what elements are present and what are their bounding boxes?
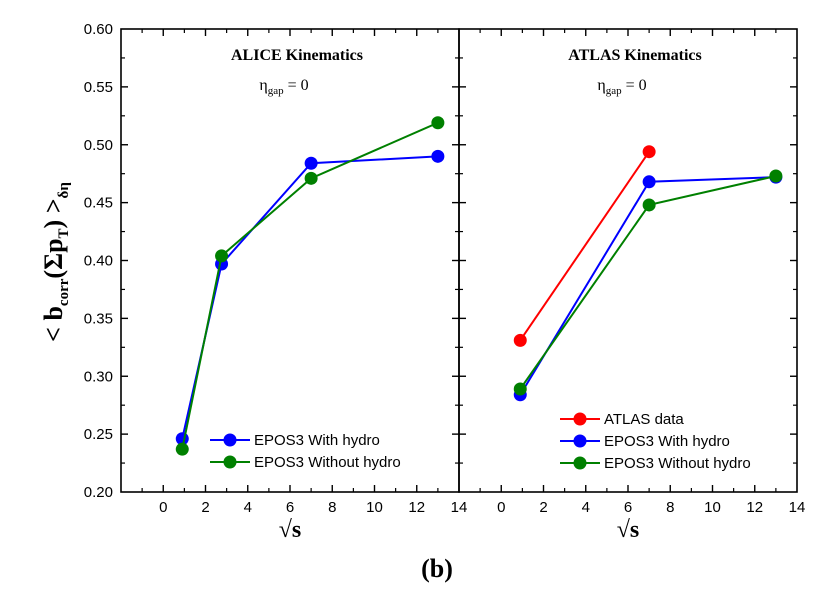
panel-title-atlas: ATLAS Kinematics — [568, 47, 701, 64]
legend-marker-atlas-data — [573, 412, 587, 426]
plot-frame — [120, 28, 460, 493]
x-tick-label: 14 — [451, 499, 468, 516]
data-point-atlas-data — [642, 145, 656, 159]
ylabel-mid2: ) > — [39, 198, 68, 228]
y-tick-label: 0.30 — [84, 368, 113, 385]
data-point-epos3-without-hydro — [769, 169, 783, 183]
data-point-atlas-data — [513, 333, 527, 347]
eta-subscript: gap — [268, 85, 284, 97]
y-tick-label: 0.50 — [84, 137, 113, 154]
data-point-epos3-without-hydro — [304, 171, 318, 185]
y-tick-label: 0.20 — [84, 484, 113, 501]
eta-value: = 0 — [622, 77, 647, 94]
data-point-epos3-with-hydro — [304, 156, 318, 170]
x-tick-label: 4 — [582, 499, 590, 516]
eta-subscript: gap — [606, 85, 622, 97]
x-tick-label: 14 — [789, 499, 806, 516]
x-tick-label: 10 — [704, 499, 721, 516]
y-tick-label: 0.35 — [84, 310, 113, 327]
legend-marker-epos3-without-hydro — [573, 456, 587, 470]
ylabel-pre: < b — [39, 306, 68, 342]
eta-symbol: η — [259, 77, 267, 94]
legend-label-epos3-with-hydro: EPOS3 With hydro — [604, 433, 730, 450]
legend-marker-epos3-with-hydro — [223, 433, 237, 447]
series-line-epos3-with-hydro — [181, 155, 438, 439]
data-point-epos3-with-hydro — [642, 175, 656, 189]
x-tick-label: 6 — [624, 499, 632, 516]
panel-subtitle-atlas: ηgap = 0 — [597, 77, 646, 97]
series-line-epos3-without-hydro — [181, 121, 439, 450]
data-point-epos3-with-hydro — [431, 149, 445, 163]
y-tick-label: 0.55 — [84, 79, 113, 96]
legend-label-atlas-data: ATLAS data — [604, 411, 684, 428]
ylabel-sub3: δη — [56, 182, 72, 198]
x-tick-label: 6 — [286, 499, 294, 516]
series-line-atlas-data — [519, 151, 650, 341]
data-point-epos3-without-hydro — [175, 442, 189, 456]
y-tick-label: 0.25 — [84, 426, 113, 443]
data-point-epos3-without-hydro — [431, 116, 445, 130]
x-tick-label: 0 — [497, 499, 505, 516]
data-point-epos3-without-hydro — [642, 198, 656, 212]
eta-value: = 0 — [284, 77, 309, 94]
x-tick-label: 12 — [746, 499, 763, 516]
legend-label-epos3-with-hydro: EPOS3 With hydro — [254, 432, 380, 449]
x-axis-title-atlas: √s — [617, 517, 640, 543]
y-tick-label: 0.45 — [84, 195, 113, 212]
y-tick-label: 0.40 — [84, 253, 113, 270]
panel-title-alice: ALICE Kinematics — [231, 47, 363, 64]
x-tick-label: 8 — [666, 499, 674, 516]
legend-label-epos3-without-hydro: EPOS3 Without hydro — [604, 455, 751, 472]
panel-atlas: 0 2 4 6 8 10 12 14 ATLAS data EPOS3 With hydro EPO… — [458, 28, 806, 543]
x-tick-label: 0 — [159, 499, 167, 516]
x-tick-label: 2 — [201, 499, 209, 516]
legend-marker-epos3-with-hydro — [573, 434, 587, 448]
plot-area-alice: 0 2 4 6 8 10 12 14 EPOS3 With hydro EPOS3 Without… — [120, 28, 468, 516]
data-point-epos3-without-hydro — [215, 249, 229, 263]
figure-label: (b) — [421, 554, 453, 583]
legend-marker-epos3-without-hydro — [223, 455, 237, 469]
y-tick-labels: 0.20 0.25 0.30 0.35 0.40 0.45 0.50 0.55 0.60 — [84, 21, 113, 501]
legend-label-epos3-without-hydro: EPOS3 Without hydro — [254, 454, 401, 471]
data-point-epos3-without-hydro — [513, 382, 527, 396]
ylabel-sub1: corr — [56, 278, 72, 306]
x-tick-label: 2 — [539, 499, 547, 516]
eta-symbol: η — [597, 77, 605, 94]
ylabel-sub2: T — [56, 228, 72, 238]
y-tick-label: 0.60 — [84, 21, 113, 38]
ylabel-mid1: (Σp — [39, 238, 68, 278]
y-axis-title: < bcorr(ΣpT) >δη — [39, 182, 72, 342]
x-axis-title-alice: √s — [279, 517, 302, 543]
panel-subtitle-alice: ηgap = 0 — [259, 77, 308, 97]
plot-area-atlas: 0 2 4 6 8 10 12 14 ATLAS data EPOS3 With hydro EPO… — [458, 28, 806, 516]
x-tick-label: 4 — [244, 499, 252, 516]
x-tick-label: 10 — [366, 499, 383, 516]
x-tick-label: 12 — [408, 499, 425, 516]
x-tick-label: 8 — [328, 499, 336, 516]
panel-alice: 0 2 4 6 8 10 12 14 EPOS3 With hydro EPOS3 Without… — [120, 28, 468, 543]
